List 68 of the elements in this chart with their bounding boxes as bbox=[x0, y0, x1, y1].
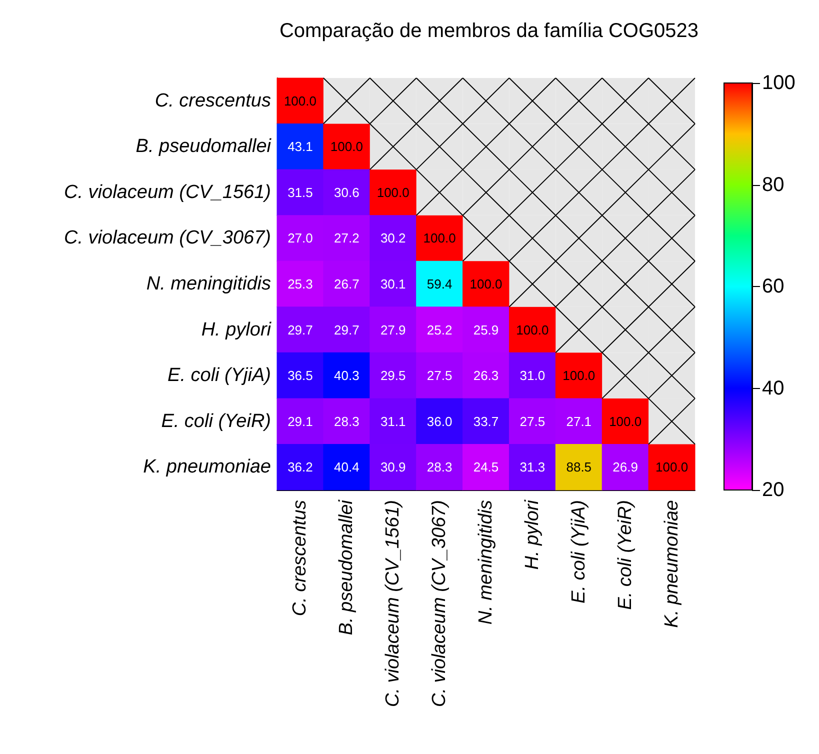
data-label: 24.5 bbox=[473, 460, 499, 475]
color-bar-label: 80 bbox=[762, 174, 784, 196]
data-label: 26.7 bbox=[334, 276, 360, 292]
data-label: 31.1 bbox=[380, 414, 406, 429]
x-tick-label: B. pseudomallei bbox=[336, 499, 358, 636]
data-label: 27.5 bbox=[426, 368, 452, 384]
y-tick-label: C. violaceum (CV_1561) bbox=[64, 182, 271, 203]
color-bar-label: 40 bbox=[762, 377, 784, 400]
y-tick-label: N. meningitidis bbox=[146, 274, 272, 294]
y-tick-label: H. pylori bbox=[201, 319, 272, 340]
data-label: 27.1 bbox=[566, 414, 592, 429]
data-label: 30.9 bbox=[380, 460, 406, 475]
data-label: 28.3 bbox=[334, 414, 360, 429]
y-tick-label: E. coli (YeiR) bbox=[161, 410, 271, 432]
data-label: 36.2 bbox=[288, 460, 313, 475]
data-label: 100.0 bbox=[330, 139, 363, 154]
x-tick-label: H. pylori bbox=[522, 499, 543, 570]
data-label: 26.3 bbox=[473, 368, 499, 384]
data-label: 100.0 bbox=[516, 322, 549, 338]
data-label: 27.0 bbox=[288, 230, 313, 246]
x-tick-label: E. coli (YeiR) bbox=[614, 500, 636, 610]
data-label: 30.6 bbox=[334, 184, 360, 200]
data-label: 27.9 bbox=[380, 322, 406, 338]
data-label: 100.0 bbox=[423, 230, 456, 246]
data-label: 26.9 bbox=[612, 460, 638, 475]
data-label: 29.1 bbox=[288, 414, 313, 429]
color-bar-label: 60 bbox=[762, 276, 784, 298]
chart-title: Comparação de membros da família COG0523 bbox=[279, 20, 699, 42]
x-tick-label: N. meningitidis bbox=[476, 500, 496, 625]
data-label: 31.0 bbox=[520, 368, 546, 384]
data-label: 25.2 bbox=[426, 322, 452, 338]
data-label: 29.7 bbox=[334, 322, 360, 338]
data-label: 30.2 bbox=[380, 230, 406, 246]
y-tick-label: K. pneumoniae bbox=[143, 456, 271, 478]
data-label: 25.9 bbox=[473, 322, 499, 338]
data-label: 40.3 bbox=[334, 368, 360, 384]
data-label: 100.0 bbox=[284, 93, 316, 108]
data-label: 31.3 bbox=[520, 460, 546, 475]
y-tick-label: E. coli (YjiA) bbox=[168, 365, 271, 386]
data-label: 27.5 bbox=[520, 414, 546, 429]
color-bar-label: 20 bbox=[762, 479, 784, 501]
x-tick-label: C. violaceum (CV_3067) bbox=[429, 500, 450, 707]
data-label: 100.0 bbox=[562, 368, 596, 384]
data-label: 31.5 bbox=[288, 184, 313, 200]
data-label: 100.0 bbox=[656, 460, 688, 475]
data-label: 100.0 bbox=[609, 414, 642, 429]
color-bar-label: 100 bbox=[762, 72, 796, 94]
data-label: 43.1 bbox=[288, 139, 313, 154]
data-label: 36.0 bbox=[426, 414, 452, 429]
y-tick-label: C. crescentus bbox=[154, 90, 272, 112]
data-label: 88.5 bbox=[566, 460, 592, 475]
data-label: 40.4 bbox=[334, 460, 360, 475]
data-label: 27.2 bbox=[334, 230, 360, 246]
data-label: 100.0 bbox=[376, 184, 410, 200]
data-label: 25.3 bbox=[288, 276, 313, 292]
data-label: 29.7 bbox=[288, 322, 313, 338]
data-label: 28.3 bbox=[426, 460, 452, 475]
data-label: 33.7 bbox=[473, 414, 499, 429]
data-label: 36.5 bbox=[288, 368, 313, 384]
y-tick-label: B. pseudomallei bbox=[136, 136, 272, 158]
x-tick-label: K. pneumoniae bbox=[661, 500, 682, 628]
data-label: 29.5 bbox=[380, 368, 406, 384]
data-label: 30.1 bbox=[380, 276, 406, 292]
data-label: 59.4 bbox=[426, 276, 452, 292]
y-tick-label: C. violaceum (CV_3067) bbox=[64, 228, 271, 249]
x-tick-label: C. violaceum (CV_1561) bbox=[382, 500, 404, 707]
data-label: 100.0 bbox=[470, 276, 502, 292]
x-tick-label: E. coli (YjiA) bbox=[568, 500, 590, 604]
